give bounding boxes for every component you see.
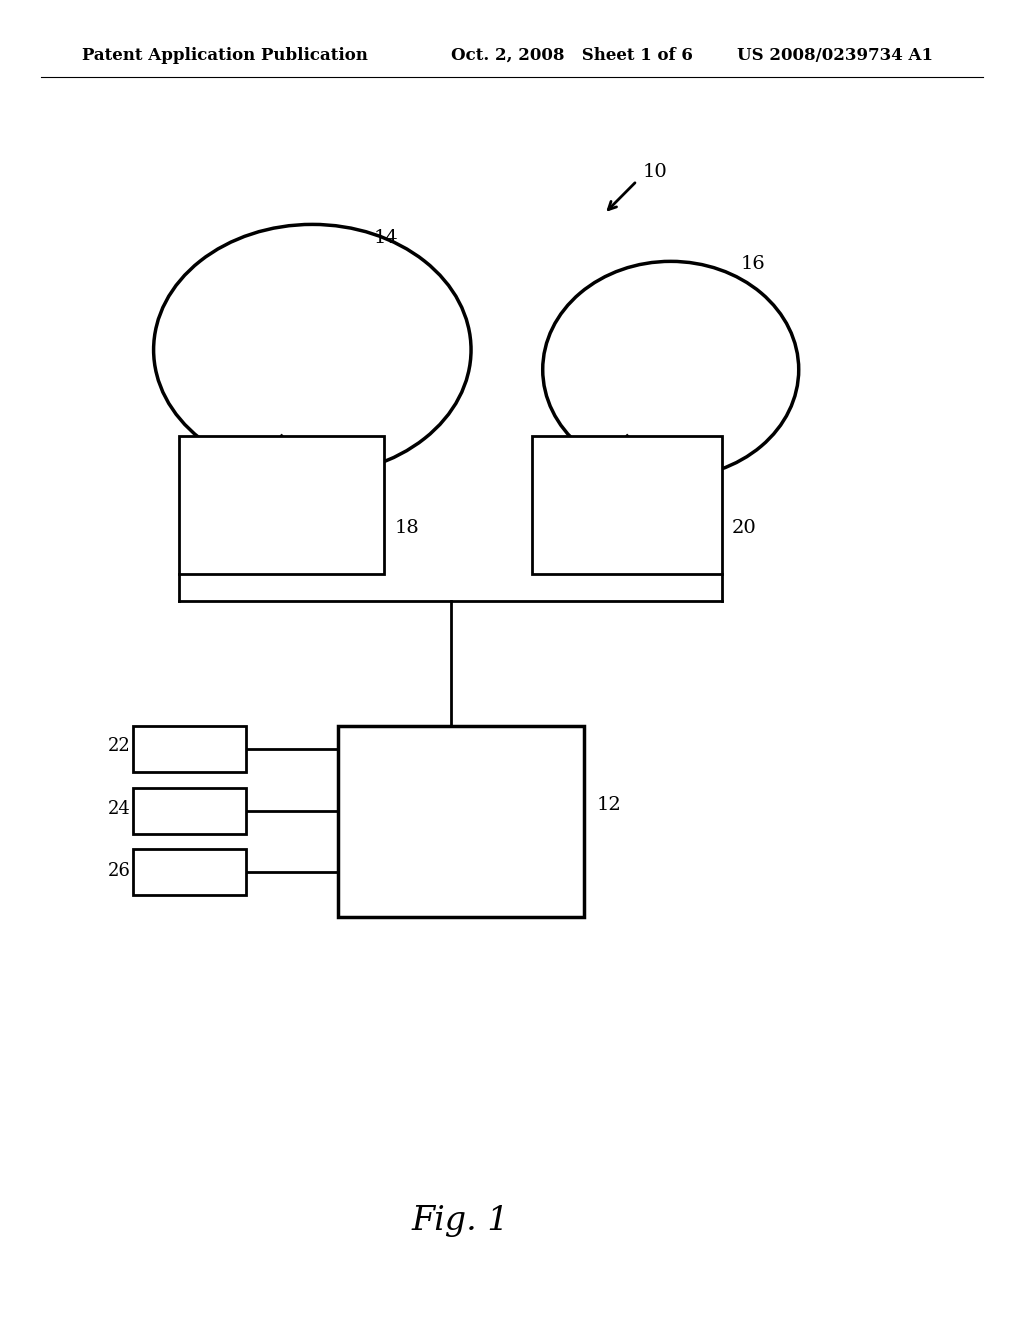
Bar (133, 726, 246, 772)
Text: Patent Application Publication: Patent Application Publication (82, 48, 368, 63)
Text: 18: 18 (394, 519, 419, 537)
Text: 26: 26 (108, 862, 130, 880)
Bar (133, 849, 246, 895)
Bar (532, 436, 722, 574)
Bar (179, 436, 384, 574)
Text: 10: 10 (643, 162, 668, 181)
Text: 12: 12 (597, 796, 622, 814)
Text: 14: 14 (374, 228, 398, 247)
Text: 22: 22 (108, 737, 130, 755)
Text: 24: 24 (108, 800, 130, 818)
Text: US 2008/0239734 A1: US 2008/0239734 A1 (737, 48, 933, 63)
Text: 16: 16 (740, 255, 765, 273)
Text: Oct. 2, 2008   Sheet 1 of 6: Oct. 2, 2008 Sheet 1 of 6 (451, 48, 692, 63)
Bar (133, 788, 246, 834)
Bar (338, 726, 584, 917)
Text: Fig. 1: Fig. 1 (412, 1205, 510, 1237)
Text: 20: 20 (732, 519, 757, 537)
